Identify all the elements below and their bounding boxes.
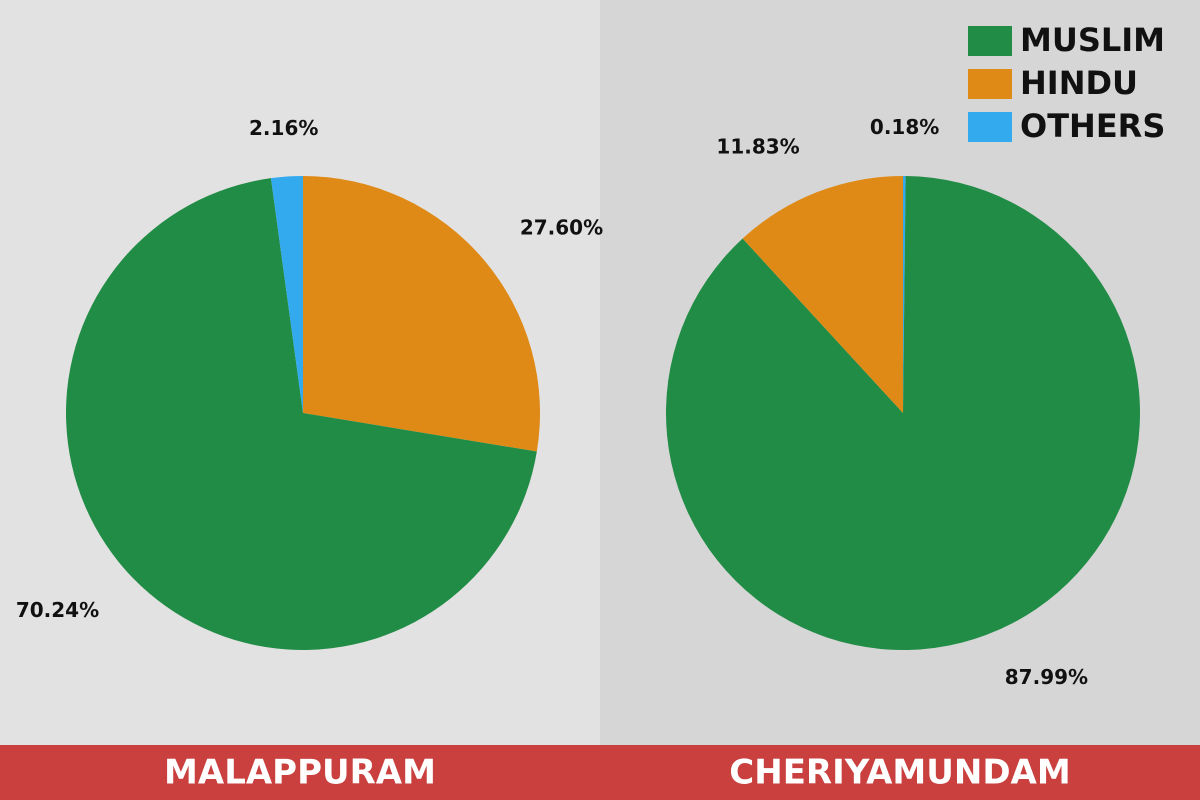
pie-title: CHERIYAMUNDAM [729,753,1070,793]
legend-label: OTHERS [1020,107,1165,145]
pie-slice [65,178,537,650]
legend-label: HINDU [1020,64,1138,102]
legend-swatch [968,26,1012,56]
value-label: 0.18% [870,115,939,139]
value-label: 11.83% [716,135,799,159]
pie-slice [270,176,303,413]
pie-slice [303,176,540,452]
pie-slice [742,176,903,413]
legend-label: MUSLIM [1020,21,1165,59]
value-label: 27.60% [520,215,603,239]
pie-slice [903,176,906,413]
value-label: 2.16% [249,116,318,140]
value-label: 87.99% [1005,665,1088,689]
pie-slice [666,176,1140,651]
legend-swatch [968,69,1012,99]
pie-title: MALAPPURAM [164,753,436,793]
value-label: 70.24% [16,598,99,622]
title-bar [0,745,1200,800]
legend-swatch [968,112,1012,142]
